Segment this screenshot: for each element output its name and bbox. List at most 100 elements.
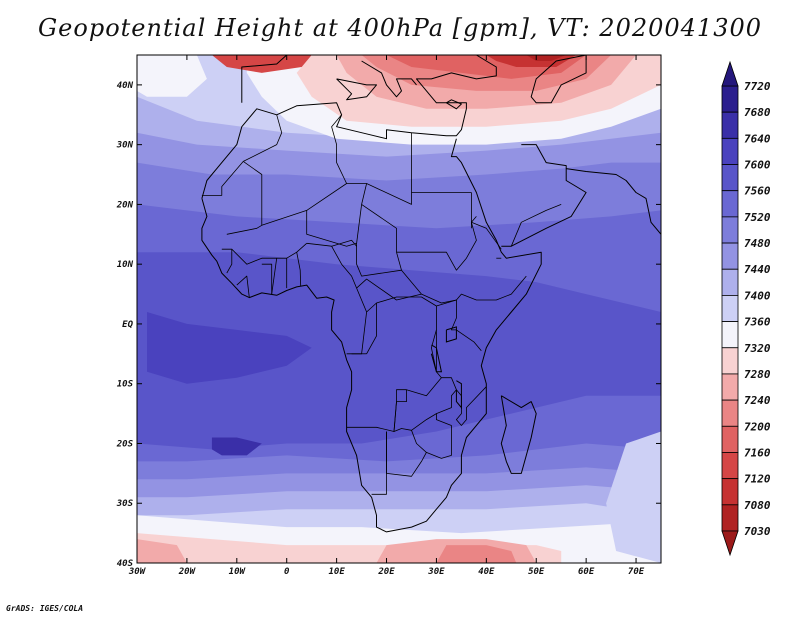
colorbar-swatch xyxy=(721,85,739,113)
y-tick-label: 40S xyxy=(117,559,134,569)
plot-area xyxy=(137,55,661,563)
colorbar-top-arrow xyxy=(721,60,739,87)
country-border xyxy=(471,221,502,250)
colorbar-swatch xyxy=(721,137,739,165)
y-tick-label: 10N xyxy=(117,260,134,270)
colorbar-swatch xyxy=(721,242,739,270)
country-border xyxy=(376,296,452,477)
colorbar: 7720 7680 7640 7600 7560 7520 7480 7440 7400 7360… xyxy=(721,60,771,557)
lake-layer xyxy=(430,326,462,409)
border-layer xyxy=(201,114,562,495)
contour-fill-layer xyxy=(137,55,661,563)
country-border xyxy=(261,263,273,295)
country-border xyxy=(236,275,250,298)
geopotential-map: 30W 20W 10W 0 10E 20E 30E 40E 50E 60E 70E 40N 30N 20… xyxy=(116,54,771,577)
map-title: Geopotential Height at 400hPa [gpm], VT:… xyxy=(38,14,762,42)
country-border xyxy=(346,401,397,432)
x-tick-label: 60E xyxy=(578,567,595,577)
colorbar-label: 7560 xyxy=(744,185,771,198)
colorbar-label: 7600 xyxy=(744,159,771,172)
y-tick-label: 10S xyxy=(117,380,134,390)
x-tick-label: 10E xyxy=(328,567,345,577)
coastline xyxy=(336,78,377,101)
x-tick-label: 20E xyxy=(377,567,395,577)
country-border xyxy=(371,431,387,495)
contour-band-7240 xyxy=(436,545,517,563)
colorbar-swatch xyxy=(721,321,739,349)
country-border xyxy=(306,239,357,247)
colorbar-label: 7720 xyxy=(744,80,771,93)
colorbar-label: 7360 xyxy=(744,316,771,329)
colorbar-label: 7120 xyxy=(744,473,771,486)
coastline-layer xyxy=(201,55,661,533)
country-border xyxy=(510,204,562,247)
y-tick-label: 30S xyxy=(116,499,134,509)
coastline xyxy=(566,168,661,235)
x-tick-label: 10W xyxy=(229,567,247,577)
colorbar-label: 7640 xyxy=(744,132,771,145)
colorbar-swatch xyxy=(721,425,739,453)
contour-band-7400 xyxy=(137,55,207,97)
colorbar-label: 7520 xyxy=(744,211,771,224)
coastline xyxy=(530,55,587,104)
y-tick-label: 20N xyxy=(116,200,134,210)
colorbar-label: 7030 xyxy=(744,525,771,538)
country-border xyxy=(366,132,412,205)
colorbar-swatch xyxy=(721,399,739,427)
colorbar-swatch xyxy=(721,295,739,322)
colorbar-swatch xyxy=(721,216,739,244)
colorbar-label: 7240 xyxy=(744,394,771,407)
y-tick-label: 40N xyxy=(117,81,134,91)
country-border xyxy=(436,299,482,352)
coastline xyxy=(501,144,587,247)
y-tick-label: EQ xyxy=(122,320,133,330)
colorbar-label: 7200 xyxy=(744,420,771,433)
country-border xyxy=(436,389,457,414)
colorbar-bottom-arrow xyxy=(721,530,739,557)
country-border xyxy=(396,216,477,271)
coastline xyxy=(201,138,542,533)
coastline xyxy=(201,55,497,199)
colorbar-label: 7320 xyxy=(744,342,771,355)
colorbar-swatch xyxy=(721,164,739,192)
coastline xyxy=(361,60,417,98)
lake-outline xyxy=(455,380,462,409)
contour-band-7400 xyxy=(606,431,661,563)
lake-outline xyxy=(445,326,457,343)
colorbar-label: 7680 xyxy=(744,106,771,119)
country-border xyxy=(271,258,278,295)
colorbar-swatch xyxy=(721,190,739,218)
colorbar-swatch xyxy=(721,111,739,139)
y-axis: 40N 30N 20N 10N EQ 10S 20S 30S 40S xyxy=(116,81,661,569)
plot-frame xyxy=(136,54,662,564)
x-tick-label: 50E xyxy=(528,567,545,577)
x-tick-label: 30W xyxy=(128,567,147,577)
colorbar-label: 7280 xyxy=(744,368,771,381)
coastline xyxy=(241,55,288,103)
x-tick-label: 40E xyxy=(478,567,495,577)
colorbar-swatch xyxy=(721,504,739,532)
country-border xyxy=(401,269,527,304)
x-tick-label: 30E xyxy=(427,567,445,577)
country-border xyxy=(396,389,407,403)
x-axis: 30W 20W 10W 0 10E 20E 30E 40E 50E 60E 70E xyxy=(128,55,645,577)
contour-band-7480 xyxy=(147,312,312,384)
contour-band-7520 xyxy=(137,252,661,450)
country-border xyxy=(441,377,487,426)
lake-outline xyxy=(430,344,443,373)
coastline xyxy=(500,395,537,474)
x-tick-label: 0 xyxy=(284,567,290,577)
country-border xyxy=(296,252,302,287)
colorbar-label: 7400 xyxy=(744,289,771,302)
x-tick-label: 70E xyxy=(628,567,645,577)
colorbar-swatch xyxy=(721,478,739,506)
y-tick-label: 20S xyxy=(116,439,134,449)
colorbar-label: 7480 xyxy=(744,237,771,250)
credit-label: GrADS: IGES/COLA xyxy=(6,604,84,613)
country-border xyxy=(201,161,244,196)
contour-band-7440 xyxy=(211,437,262,456)
country-border xyxy=(221,248,233,274)
country-border xyxy=(366,302,377,354)
y-tick-label: 30N xyxy=(116,141,134,151)
colorbar-swatch xyxy=(721,347,739,375)
